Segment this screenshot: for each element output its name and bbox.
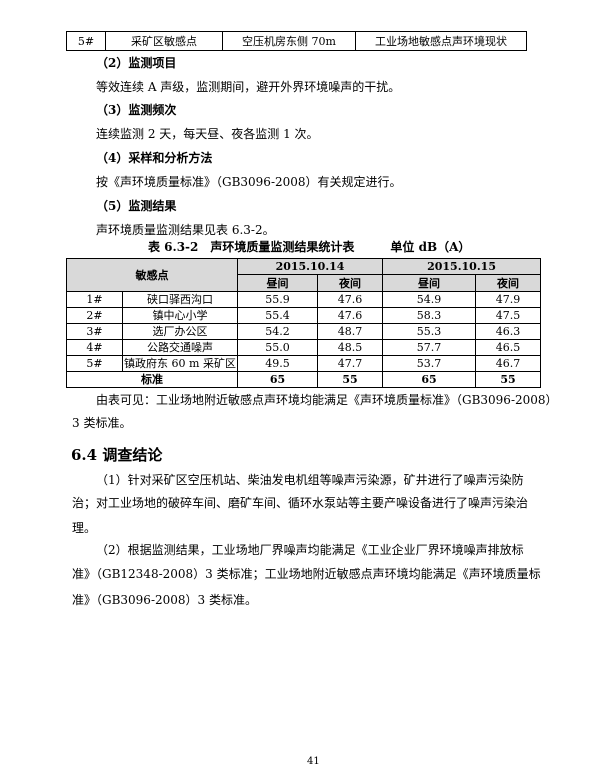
paragraph: 等效连续 A 声级，监测期间，避开外界环境噪声的干扰。 (96, 80, 401, 94)
cell: 53.7 (382, 355, 477, 372)
cell: 46.7 (475, 355, 542, 372)
heading-monitor-results: （5）监测结果 (96, 199, 177, 213)
cell: 48.5 (316, 339, 384, 356)
table-row: 4# 公路交通噪声 55.0 48.5 57.7 46.5 (66, 339, 542, 356)
cell: 65 (237, 371, 318, 388)
cell: 5# (66, 31, 106, 51)
cell: 47.5 (475, 307, 542, 324)
cell: 48.7 (316, 323, 384, 340)
cell: 55.4 (237, 307, 318, 324)
cell: 硖口驿西沟口 (122, 291, 238, 308)
cell: 镇中心小学 (122, 307, 238, 324)
paragraph-line: 治；对工业场地的破碎车间、磨矿车间、循环水泵站等主要产噪设备进行了噪声污染治 (72, 496, 529, 510)
cell: 标准 (66, 371, 238, 388)
heading-monitor-frequency: （3）监测频次 (96, 103, 177, 117)
table-row: 2# 镇中心小学 55.4 47.6 58.3 47.5 (66, 307, 542, 324)
table-row: 5# 镇政府东 60 m 采矿区 49.5 47.7 53.7 46.7 (66, 355, 542, 372)
standard-row: 标准 65 55 65 55 (66, 371, 542, 388)
paragraph-line: 准》（GB12348-2008）3 类标准；工业场地附近敏感点声环境均能满足《声… (72, 567, 541, 581)
cell: 46.5 (475, 339, 542, 356)
paragraph-line: 理。 (72, 521, 97, 535)
cell: 46.3 (475, 323, 542, 340)
header-point: 敏感点 (66, 258, 238, 292)
cell: 55 (316, 371, 384, 388)
results-table: 敏感点 2015.10.14 2015.10.15 昼间 夜间 昼间 夜间 1#… (66, 258, 542, 388)
cell: 5# (66, 355, 123, 372)
cell: 54.9 (382, 291, 477, 308)
header-day: 昼间 (382, 274, 477, 292)
cell: 47.7 (316, 355, 384, 372)
cell: 47.6 (316, 291, 384, 308)
table-row: 3# 选厂办公区 54.2 48.7 55.3 46.3 (66, 323, 542, 340)
cell: 57.7 (382, 339, 477, 356)
paragraph: 声环境质量监测结果见表 6.3-2。 (96, 223, 275, 237)
paragraph-line: 准》（GB3096-2008）3 类标准。 (72, 593, 257, 607)
cell: 47.6 (316, 307, 384, 324)
paragraph-line: （1）针对采矿区空压机站、柴油发电机组等噪声污染源，矿井进行了噪声污染防 (96, 473, 524, 487)
heading-monitor-items: （2）监测项目 (96, 56, 177, 70)
header-night: 夜间 (316, 274, 384, 292)
header-date: 2015.10.15 (382, 258, 542, 275)
table-caption: 表 6.3-2 声环境质量监测结果统计表 单位 dB（A） (148, 240, 471, 254)
cell: 1# (66, 291, 123, 308)
cell: 55.9 (237, 291, 318, 308)
cell: 65 (382, 371, 477, 388)
page-number: 41 (307, 756, 320, 767)
paragraph: 按《声环境质量标准》（GB3096-2008）有关规定进行。 (96, 175, 402, 189)
cell: 工业场地敏感点声环境现状 (355, 31, 527, 51)
top-table-row: 5# 采矿区敏感点 空压机房东侧 70m 工业场地敏感点声环境现状 (66, 31, 527, 51)
header-night: 夜间 (475, 274, 542, 292)
paragraph: 由表可见：工业场地附近敏感点声环境均能满足《声环境质量标准》（GB3096-20… (96, 393, 558, 407)
cell: 3# (66, 323, 123, 340)
cell: 空压机房东侧 70m (222, 31, 356, 51)
cell: 55 (475, 371, 542, 388)
cell: 55.3 (382, 323, 477, 340)
cell: 55.0 (237, 339, 318, 356)
header-date: 2015.10.14 (236, 258, 384, 275)
cell: 58.3 (382, 307, 477, 324)
cell: 镇政府东 60 m 采矿区 (122, 355, 238, 372)
cell: 选厂办公区 (122, 323, 238, 340)
cell: 49.5 (237, 355, 318, 372)
table-row: 1# 硖口驿西沟口 55.9 47.6 54.9 47.9 (66, 291, 542, 308)
paragraph: 3 类标准。 (72, 416, 132, 430)
cell: 47.9 (475, 291, 542, 308)
cell: 54.2 (237, 323, 318, 340)
cell: 2# (66, 307, 123, 324)
paragraph-line: （2）根据监测结果，工业场地厂界噪声均能满足《工业企业厂界环境噪声排放标 (96, 543, 524, 557)
heading-sampling-method: （4）采样和分析方法 (96, 151, 213, 165)
cell: 4# (66, 339, 123, 356)
section-title: 6.4 调查结论 (71, 446, 163, 464)
cell: 采矿区敏感点 (105, 31, 223, 51)
header-day: 昼间 (237, 274, 318, 292)
cell: 公路交通噪声 (122, 339, 238, 356)
paragraph: 连续监测 2 天，每天昼、夜各监测 1 次。 (96, 127, 319, 141)
